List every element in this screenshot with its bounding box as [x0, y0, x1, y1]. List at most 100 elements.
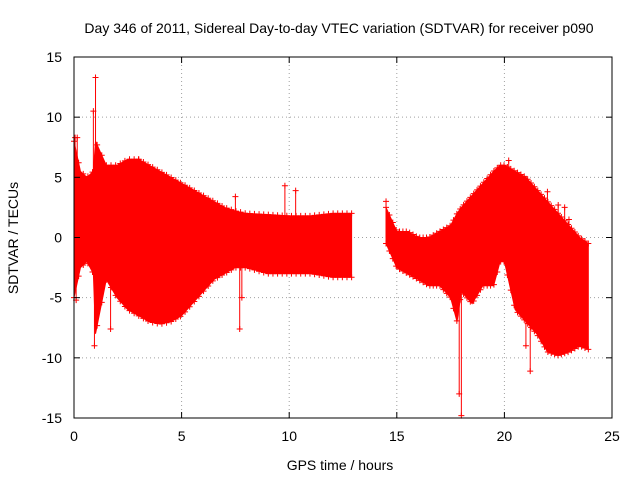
data-point: [453, 210, 460, 217]
data-point: [534, 187, 541, 194]
data-point: [490, 168, 497, 175]
data-point: [413, 233, 420, 240]
data-point: [149, 164, 156, 171]
data-point: [423, 281, 430, 288]
outlier-point: [236, 325, 243, 332]
outlier-point: [522, 342, 529, 349]
data-point: [158, 169, 165, 176]
data-point: [494, 268, 501, 275]
data-point: [256, 268, 263, 275]
data-point: [581, 344, 588, 351]
data-point: [140, 158, 147, 165]
data-point: [219, 272, 226, 279]
data-point: [131, 310, 138, 317]
data-point: [504, 272, 511, 279]
data-point: [195, 190, 202, 197]
y-tick-label: -5: [50, 290, 63, 306]
data-point: [121, 157, 128, 164]
outlier-point: [527, 368, 534, 375]
data-point: [172, 315, 179, 322]
data-point: [389, 255, 396, 262]
data-point: [242, 264, 249, 271]
data-point: [477, 183, 484, 190]
data-point: [399, 267, 406, 274]
data-point: [223, 269, 230, 276]
data-point: [484, 175, 491, 182]
data-point: [98, 152, 105, 159]
data-point: [460, 201, 467, 208]
data-point: [149, 319, 156, 326]
outlier-point: [383, 198, 390, 205]
data-point: [209, 197, 216, 204]
data-point: [470, 190, 477, 197]
data-point: [426, 234, 433, 241]
data-point: [126, 307, 133, 314]
data-point: [443, 290, 450, 297]
data-point: [474, 292, 481, 299]
outlier-point: [505, 157, 512, 164]
data-point: [447, 222, 454, 229]
data-point: [228, 266, 235, 273]
data-point: [246, 265, 253, 272]
data-point: [561, 350, 568, 357]
data-point: [413, 275, 420, 282]
data-point: [89, 169, 96, 176]
data-point: [403, 228, 410, 235]
data-point: [541, 195, 548, 202]
data-point: [232, 208, 239, 215]
data-point: [260, 269, 267, 276]
data-point: [406, 229, 413, 236]
data-point: [393, 263, 400, 270]
data-point: [521, 173, 528, 180]
data-point: [514, 169, 521, 176]
data-point: [320, 211, 327, 218]
data-point: [548, 202, 555, 209]
data-point: [348, 274, 355, 281]
x-tick-label: 10: [281, 428, 297, 444]
data-point: [585, 240, 592, 247]
data-point: [433, 230, 440, 237]
data-point: [209, 277, 216, 284]
data-point: [325, 273, 332, 280]
data-point: [410, 273, 417, 280]
data-point: [565, 221, 572, 228]
data-band: [73, 141, 353, 334]
data-point: [112, 162, 119, 169]
outlier-points: [72, 74, 572, 419]
data-point: [548, 350, 555, 357]
data-point: [457, 206, 464, 213]
data-point: [571, 229, 578, 236]
y-tick-label: 10: [46, 109, 62, 125]
data-point: [80, 261, 87, 268]
outlier-point: [232, 193, 239, 200]
data-point: [320, 272, 327, 279]
data-point: [531, 183, 538, 190]
data-point: [117, 298, 124, 305]
data-point: [558, 351, 565, 358]
data-point: [568, 225, 575, 232]
data-point: [494, 164, 501, 171]
data-point: [145, 161, 152, 168]
x-tick-label: 0: [70, 428, 78, 444]
data-point: [112, 292, 119, 299]
data-point: [410, 231, 417, 238]
data-point: [463, 294, 470, 301]
y-axis-label: SDTVAR / TECUs: [5, 182, 21, 294]
data-point: [447, 294, 454, 301]
data-point: [195, 293, 202, 300]
data-point: [186, 184, 193, 191]
data-point: [443, 224, 450, 231]
data-point: [470, 298, 477, 305]
data-point: [84, 260, 91, 267]
data-point: [487, 282, 494, 289]
data-point: [463, 198, 470, 205]
data-point: [214, 274, 221, 281]
data-band: [385, 164, 589, 356]
data-point: [551, 206, 558, 213]
data-point: [237, 209, 244, 216]
data-point: [383, 240, 390, 247]
x-tick-label: 15: [389, 428, 405, 444]
data-point: [251, 266, 258, 273]
data-point: [135, 312, 142, 319]
data-point: [420, 279, 427, 286]
